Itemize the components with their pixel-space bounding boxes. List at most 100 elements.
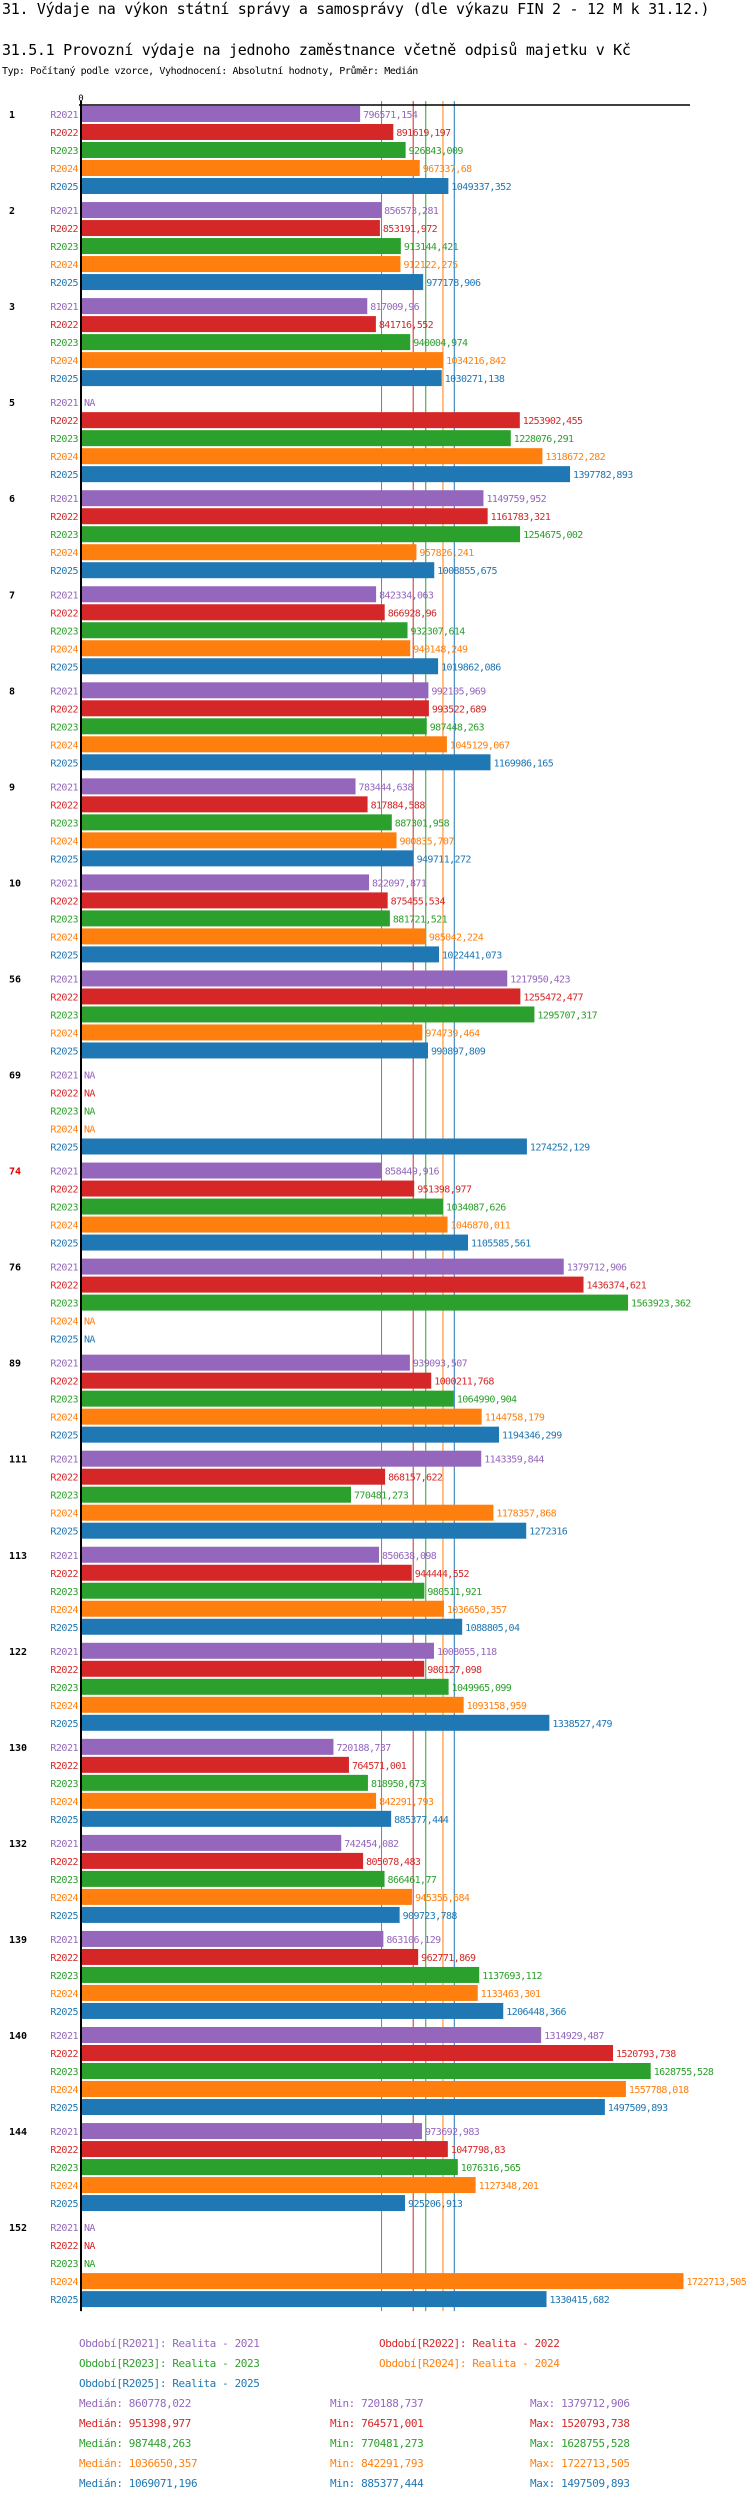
series-label: R2024	[50, 644, 78, 655]
bar	[82, 736, 447, 753]
series-label: R2021	[50, 782, 78, 793]
data-label: 1253902,455	[523, 416, 583, 427]
series-label: R2022	[50, 1953, 78, 1964]
group-label: 6	[9, 494, 15, 505]
bar	[82, 754, 491, 771]
bar	[82, 1660, 425, 1677]
series-label: R2022	[50, 2145, 78, 2156]
series-label: R2021	[50, 110, 78, 121]
stat-min: Min: 770481,273	[330, 2437, 424, 2450]
bar	[82, 1372, 432, 1389]
series-label: R2023	[50, 338, 78, 349]
data-label: 1143359,844	[484, 1455, 544, 1466]
bar	[82, 1696, 464, 1713]
bar	[82, 1234, 469, 1251]
series-label: R2024	[50, 1125, 78, 1136]
data-label: 1046870,011	[451, 1221, 511, 1232]
data-label: 1127348,201	[479, 2181, 539, 2192]
bar	[82, 832, 397, 849]
bar	[82, 1276, 584, 1293]
data-label: 866461,77	[388, 1875, 437, 1886]
data-label: 987448,263	[430, 722, 485, 733]
data-label: 887301,958	[395, 818, 450, 829]
group-label: 10	[9, 878, 21, 889]
series-label: R2024	[50, 164, 78, 175]
data-label: 868157,622	[388, 1473, 443, 1484]
group-label: 132	[9, 1839, 27, 1850]
stat-median: Medián: 951398,977	[79, 2417, 192, 2430]
data-label: 1379712,906	[567, 1263, 627, 1274]
data-label: 977178,906	[426, 278, 481, 289]
series-label: R2021	[50, 1743, 78, 1754]
bar	[82, 448, 543, 465]
bar	[82, 586, 377, 603]
series-label: R2022	[50, 1665, 78, 1676]
series-label: R2025	[50, 1431, 78, 1442]
na-label: NA	[84, 2259, 95, 2270]
bar	[82, 1216, 448, 1233]
series-label: R2024	[50, 1989, 78, 2000]
data-label: 1149759,952	[486, 494, 546, 505]
series-label: R2022	[50, 2241, 78, 2252]
series-label: R2022	[50, 1185, 78, 1196]
bar	[82, 106, 361, 122]
series-label: R2021	[50, 590, 78, 601]
series-label: R2025	[50, 374, 78, 385]
stat-min: Min: 842291,793	[330, 2457, 424, 2470]
data-label: 1022441,073	[442, 950, 502, 961]
data-label: 1295707,317	[537, 1010, 597, 1021]
data-label: 817884,588	[371, 800, 426, 811]
bar	[82, 1600, 444, 1617]
chart-meta: Typ: Počítaný podle vzorce, Vyhodnocení:…	[2, 66, 418, 77]
bar	[82, 1834, 342, 1851]
series-label: R2022	[50, 608, 78, 619]
series-label: R2025	[50, 662, 78, 673]
series-label: R2021	[50, 1839, 78, 1850]
data-label: 1178357,868	[496, 1509, 556, 1520]
data-label: 973692,983	[425, 2127, 480, 2138]
group-label: 2	[9, 206, 15, 217]
series-label: R2022	[50, 992, 78, 1003]
data-label: 742454,082	[344, 1839, 399, 1850]
bar	[82, 946, 439, 963]
bar	[82, 1984, 478, 2001]
na-label: NA	[84, 1317, 95, 1328]
data-label: 796571,154	[363, 110, 418, 121]
bar	[82, 160, 420, 176]
bar	[82, 1642, 434, 1659]
data-label: 1318672,282	[545, 452, 605, 463]
group-label: 89	[9, 1359, 21, 1370]
series-label: R2024	[50, 1028, 78, 1039]
series-label: R2024	[50, 1509, 78, 1520]
data-label: 764571,001	[352, 1761, 407, 1772]
series-label: R2021	[50, 1263, 78, 1274]
series-label: R2024	[50, 836, 78, 847]
data-label: 842334,063	[379, 590, 434, 601]
series-label: R2021	[50, 1359, 78, 1370]
data-label: 1036650,357	[447, 1605, 507, 1616]
series-label: R2022	[50, 2049, 78, 2060]
data-label: 850638,098	[382, 1551, 437, 1562]
series-label: R2023	[50, 2163, 78, 2174]
bar	[82, 2063, 651, 2079]
bar	[82, 1582, 425, 1599]
data-label: 841716,552	[379, 320, 434, 331]
bar	[82, 1042, 428, 1059]
data-label: 1034087,626	[446, 1203, 506, 1214]
data-label: 1030271,138	[445, 374, 505, 385]
data-label: 957826,241	[419, 548, 474, 559]
data-label: 1133463,301	[481, 1989, 541, 2000]
bar	[82, 2081, 626, 2097]
bar	[82, 622, 408, 639]
na-label: NA	[84, 1335, 95, 1346]
data-label: 1436374,621	[587, 1281, 647, 1292]
data-label: 1169986,165	[494, 758, 554, 769]
series-label: R2024	[50, 548, 78, 559]
series-label: R2021	[50, 2031, 78, 2042]
series-label: R2021	[50, 206, 78, 217]
series-label: R2021	[50, 2127, 78, 2138]
bar	[82, 1618, 463, 1635]
series-label: R2025	[50, 1143, 78, 1154]
data-label: 1557788,018	[629, 2085, 689, 2096]
stat-median: Medián: 1036650,357	[79, 2457, 198, 2470]
